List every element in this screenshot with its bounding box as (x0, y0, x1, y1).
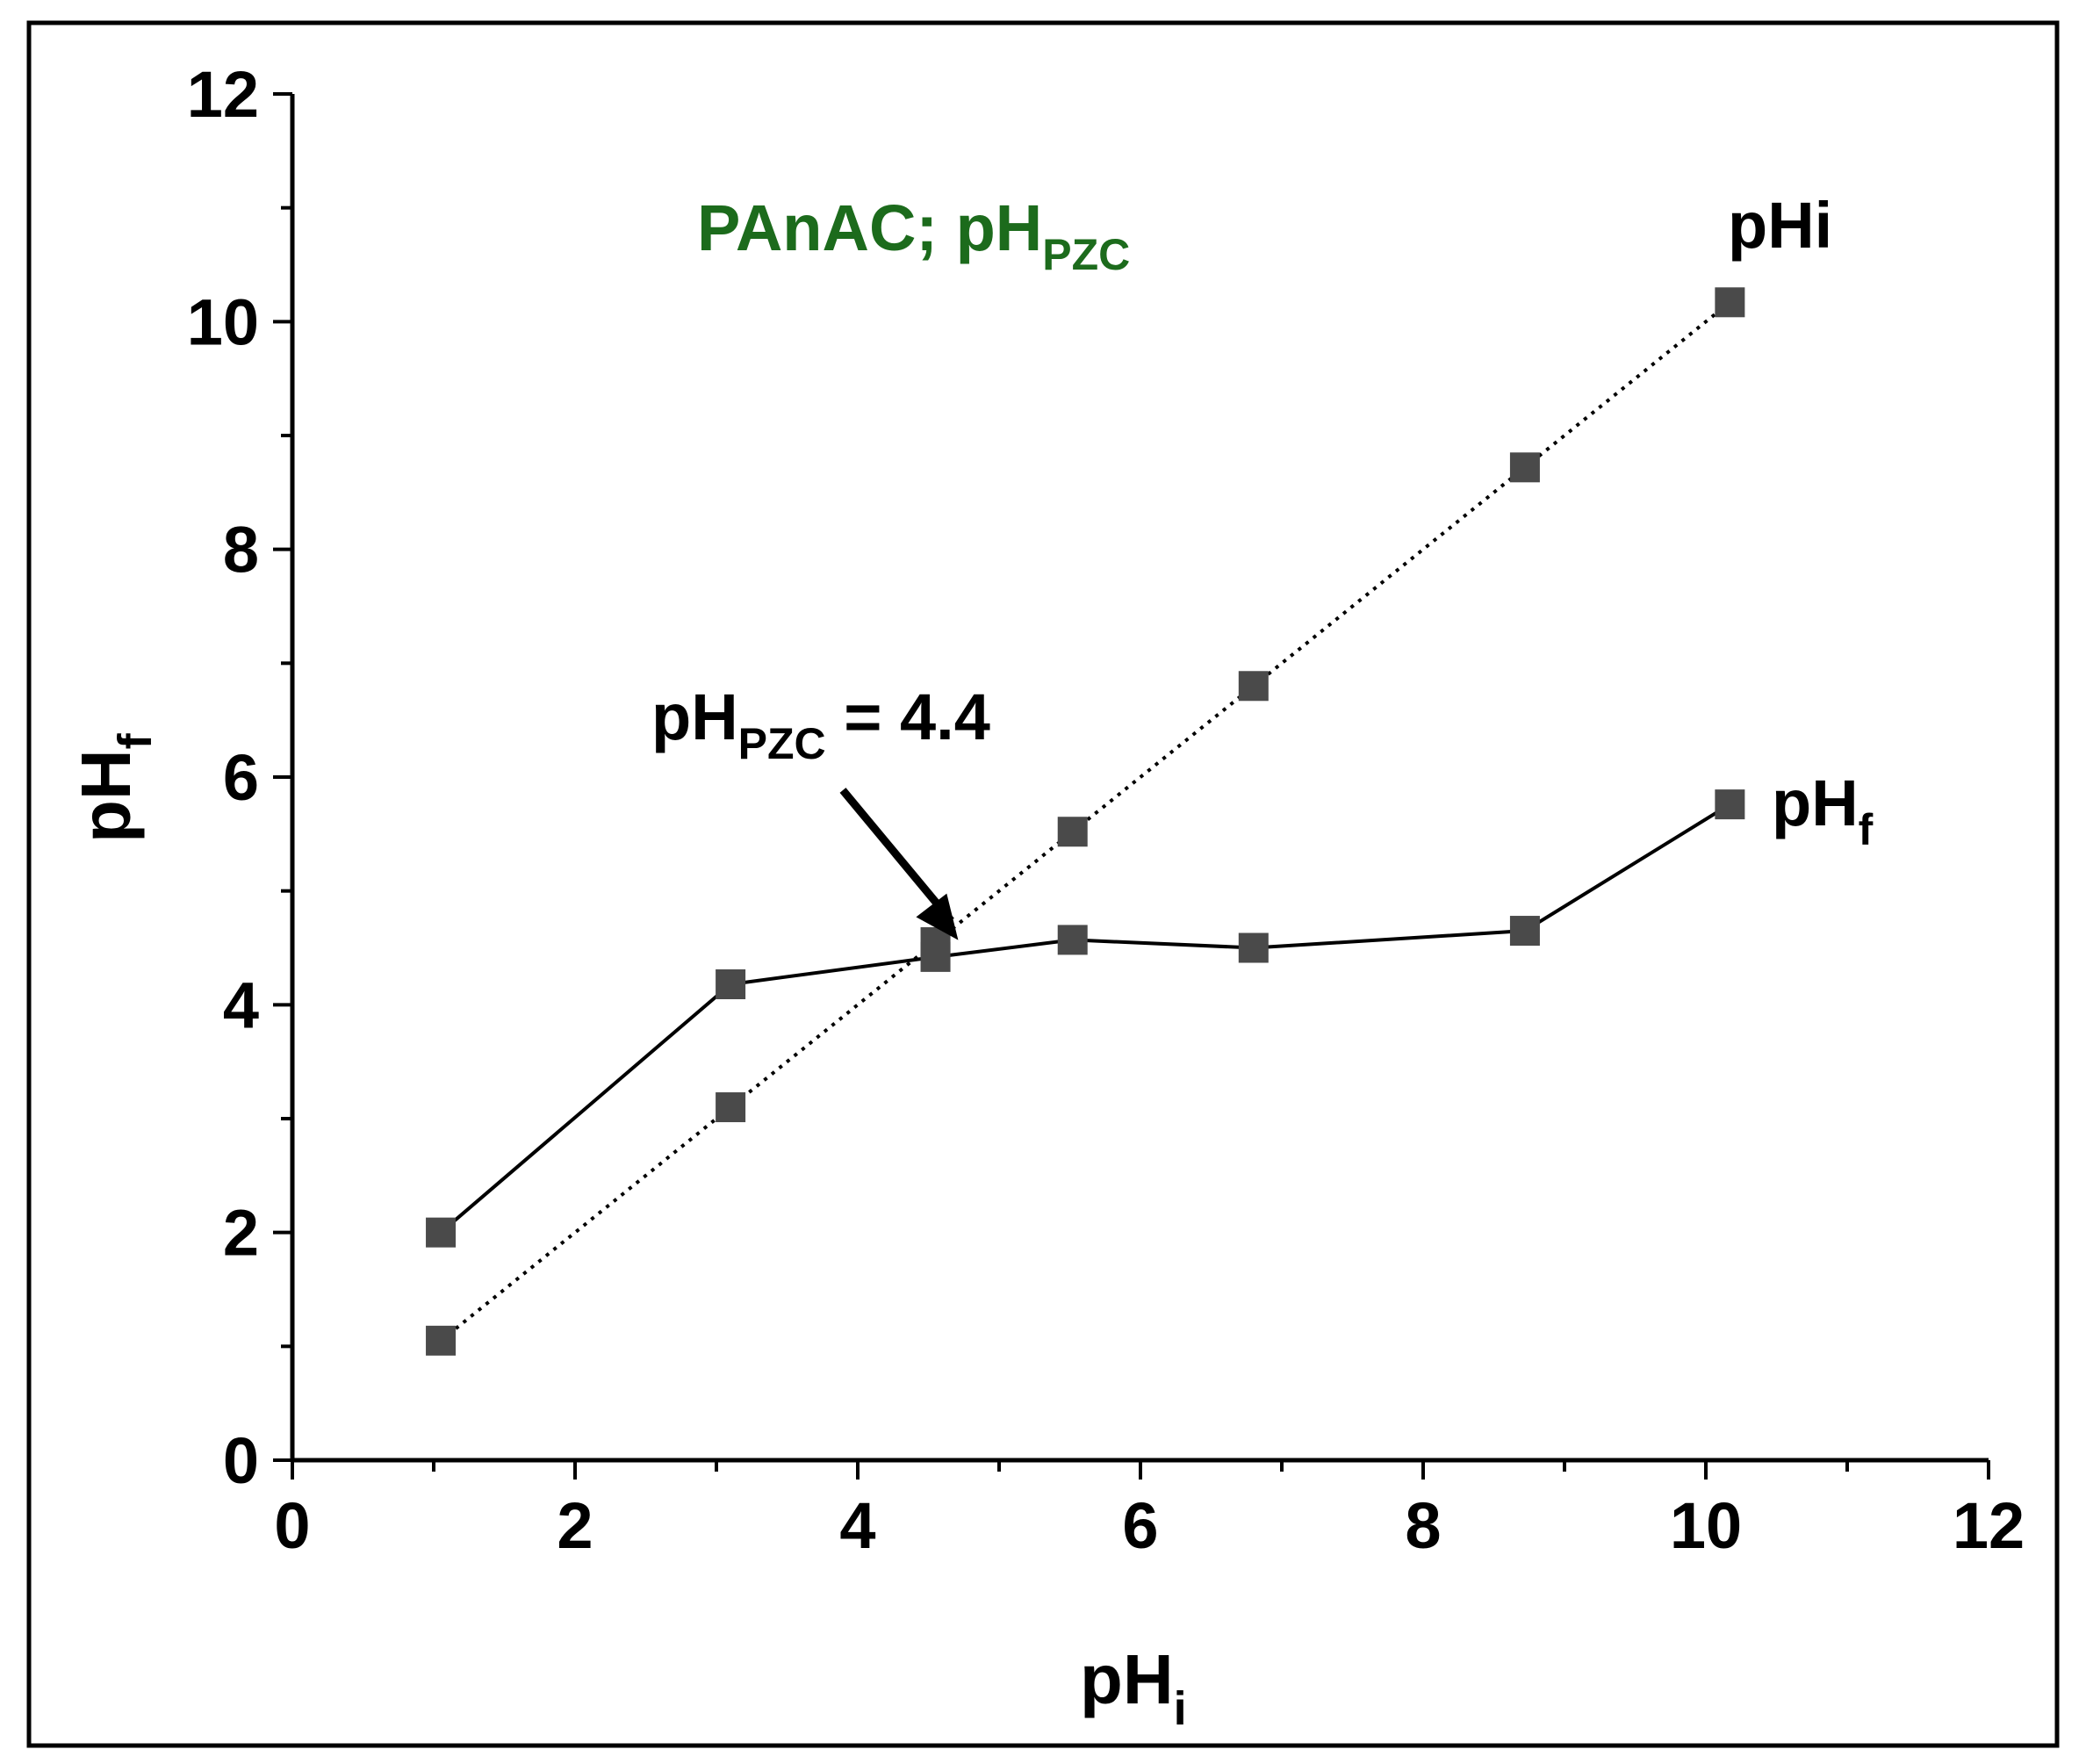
chart-title-main: PAnAC; pH (697, 191, 1042, 264)
data-point (1715, 789, 1745, 820)
y-tick-label: 4 (223, 968, 259, 1041)
y-axis-title-sub: f (109, 732, 162, 749)
data-point (1057, 925, 1088, 955)
tick-labels: 0 2 4 6 8 10 12 0 2 4 6 8 10 12 (187, 58, 2025, 1562)
series-label-phi-main: pHi (1728, 189, 1832, 262)
chart-title-sub: PZC (1042, 230, 1130, 279)
data-point (716, 968, 746, 999)
y-axis-title-main: pH (67, 749, 145, 843)
series-layer (426, 287, 1745, 1356)
y-tick-label: 10 (187, 285, 259, 358)
x-tick-label: 4 (839, 1489, 875, 1562)
data-point (1715, 287, 1745, 318)
chart-title: PAnAC; pHPZC (697, 191, 1130, 279)
series-label-phf: pHf (1772, 767, 1874, 854)
x-axis-title-sub: i (1174, 1682, 1187, 1735)
pzc-annotation-tail: = 4.4 (826, 680, 990, 753)
x-axis-title-main: pH (1080, 1640, 1174, 1718)
data-point (1057, 817, 1088, 847)
data-point (426, 1217, 457, 1248)
series-phf (426, 789, 1745, 1248)
y-tick-label: 0 (223, 1424, 259, 1497)
y-tick-label: 2 (223, 1197, 259, 1270)
pzc-annotation: pHPZC = 4.4 (651, 680, 990, 768)
data-point (1238, 932, 1269, 963)
x-tick-label: 0 (274, 1489, 310, 1562)
x-tick-label: 8 (1405, 1489, 1441, 1562)
data-point (426, 1325, 457, 1356)
series-line (439, 803, 1731, 1235)
data-point (1509, 452, 1540, 483)
x-axis-title: pHi (1080, 1640, 1187, 1735)
x-tick-label: 10 (1670, 1489, 1742, 1562)
tick-marks (273, 92, 1990, 1480)
y-tick-label: 8 (223, 514, 259, 587)
y-axis-title: pHf (67, 732, 162, 843)
y-tick-label: 6 (223, 741, 259, 814)
series-label-phi: pHi (1728, 189, 1832, 262)
pzc-arrow-head (916, 893, 959, 940)
x-tick-label: 12 (1953, 1489, 2025, 1562)
data-point (716, 1092, 746, 1123)
pzc-annotation-sub: PZC (738, 719, 826, 768)
series-phi (426, 287, 1745, 1356)
y-tick-label: 12 (187, 58, 259, 131)
x-tick-label: 2 (557, 1489, 593, 1562)
data-point (1509, 916, 1540, 947)
pzc-arrow-shaft (839, 788, 954, 924)
figure-frame (26, 20, 2060, 1748)
series-label-phf-sub: f (1859, 805, 1874, 854)
series-label-phf-main: pH (1772, 767, 1859, 839)
data-point (1238, 671, 1269, 702)
pzc-annotation-main: pH (651, 680, 738, 753)
pzc-arrow (839, 788, 959, 940)
x-tick-label: 6 (1122, 1489, 1158, 1562)
